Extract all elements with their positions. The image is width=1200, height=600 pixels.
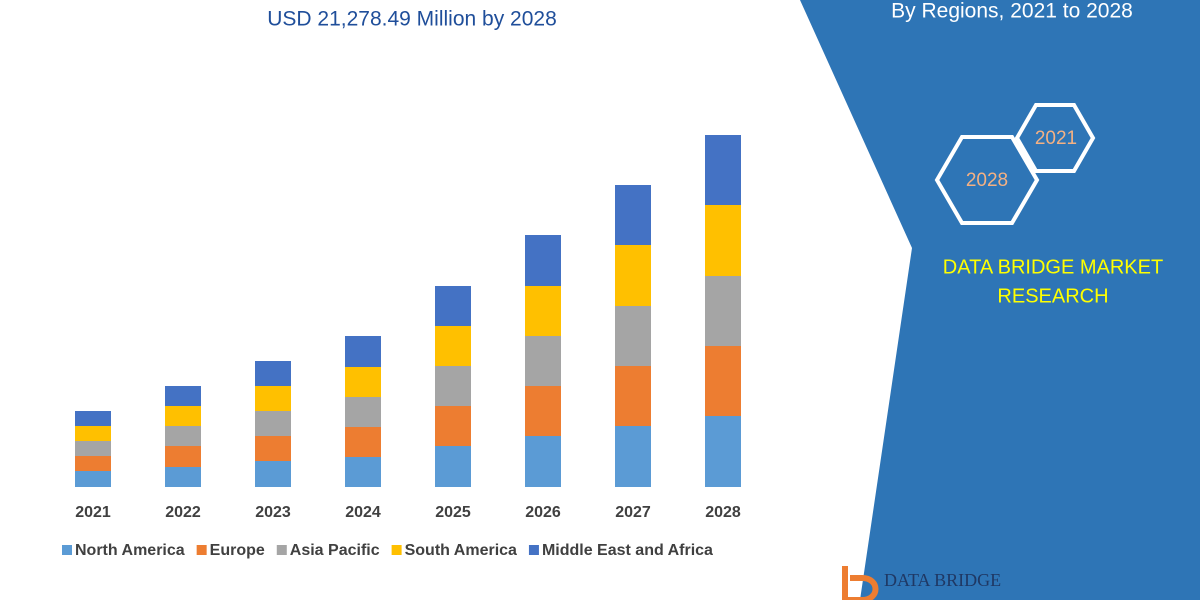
hexagon xyxy=(934,135,1040,225)
legend-marker xyxy=(528,545,539,555)
x-tick-label: 2028 xyxy=(705,504,741,521)
side-panel xyxy=(800,0,1200,600)
bar-segment xyxy=(75,471,111,487)
legend-label: South America xyxy=(405,542,517,559)
hexagon-label: 2021 xyxy=(1035,128,1077,149)
bar-segment xyxy=(435,446,471,487)
brand-text: DATA BRIDGE MARKET xyxy=(943,256,1163,278)
bar-segment xyxy=(345,336,381,367)
x-tick-label: 2021 xyxy=(75,504,111,521)
bar-segment xyxy=(345,457,381,487)
x-tick-label: 2025 xyxy=(435,504,471,521)
bar-segment xyxy=(75,456,111,471)
legend-label: Middle East and Africa xyxy=(542,542,713,559)
bar-segment xyxy=(525,286,561,336)
bar-segment xyxy=(75,426,111,441)
bar-segment xyxy=(525,386,561,436)
legend-label: Asia Pacific xyxy=(290,542,380,559)
bar-segment xyxy=(705,135,741,205)
hexagon-label: 2028 xyxy=(966,170,1008,191)
bar-segment xyxy=(165,386,201,406)
legend-label: North America xyxy=(75,542,185,559)
x-tick-label: 2027 xyxy=(615,504,651,521)
x-tick-label: 2024 xyxy=(345,504,381,521)
bar-segment xyxy=(615,185,651,245)
bar-segment xyxy=(255,386,291,411)
bar-segment xyxy=(525,235,561,286)
bar-segment xyxy=(435,326,471,366)
bar-segment xyxy=(435,286,471,326)
legend-label: Europe xyxy=(210,542,265,559)
bar-segment xyxy=(705,276,741,346)
logo-text: DATA BRIDGE xyxy=(884,570,1001,590)
bar-segment xyxy=(705,205,741,276)
bar-segment xyxy=(165,406,201,426)
bar-segment xyxy=(345,397,381,427)
legend-marker xyxy=(391,545,402,555)
chart-title: USD 21,278.49 Million by 2028 xyxy=(267,8,557,31)
x-tick-label: 2022 xyxy=(165,504,201,521)
bar-segment xyxy=(615,245,651,306)
legend-marker xyxy=(196,545,207,555)
bar-segment xyxy=(255,436,291,461)
bar-segment xyxy=(615,426,651,487)
bar-segment xyxy=(705,416,741,487)
bar-segment xyxy=(255,361,291,386)
bar-segment xyxy=(75,441,111,456)
brand-text: RESEARCH xyxy=(997,285,1108,307)
x-tick-label: 2026 xyxy=(525,504,561,521)
legend-marker xyxy=(276,545,287,555)
bar-segment xyxy=(435,406,471,446)
bar-segment xyxy=(165,426,201,446)
bar-segment xyxy=(705,346,741,416)
bar-segment xyxy=(255,461,291,487)
bar-segment xyxy=(615,306,651,366)
x-tick-label: 2023 xyxy=(255,504,291,521)
bar-segment xyxy=(345,367,381,397)
bar-segment xyxy=(525,436,561,487)
bar-segment xyxy=(165,467,201,487)
bar-segment xyxy=(345,427,381,457)
bar-segment xyxy=(615,366,651,426)
bar-segment xyxy=(165,446,201,467)
hexagon xyxy=(1014,103,1096,173)
bar-segment xyxy=(75,411,111,426)
panel-subtitle: By Regions, 2021 to 2028 xyxy=(891,0,1133,23)
bar-segment xyxy=(435,366,471,406)
bar-segment xyxy=(525,336,561,386)
bar-segment xyxy=(255,411,291,436)
legend-marker xyxy=(62,545,72,555)
